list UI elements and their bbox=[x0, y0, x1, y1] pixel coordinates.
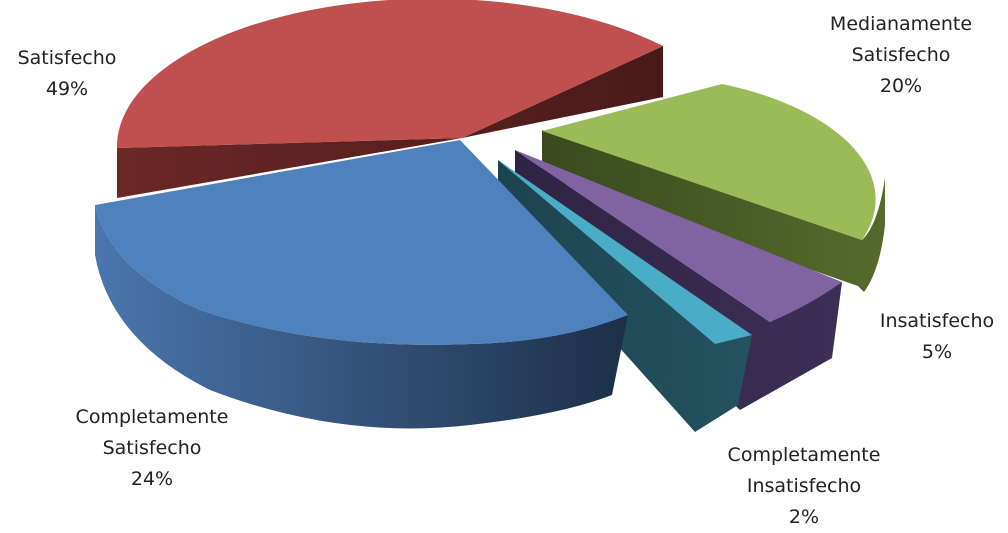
slice-satisfecho bbox=[116, 0, 663, 148]
label-completamente-satisfecho-line2: Satisfecho bbox=[102, 437, 202, 459]
slice-medianamente bbox=[542, 84, 876, 240]
label-medianamente-line1: Medianamente bbox=[829, 13, 973, 35]
label-medianamente-line2: Satisfecho bbox=[851, 44, 951, 66]
slice-completamente-insatisfecho-side bbox=[498, 160, 752, 432]
slice-insatisfecho-side bbox=[515, 150, 842, 410]
label-insatisfecho-pct: 5% bbox=[921, 341, 953, 363]
label-completamente-insatisfecho-line2: Insatisfecho bbox=[746, 475, 862, 497]
label-completamente-satisfecho-line1: Completamente bbox=[75, 406, 229, 428]
label-completamente-insatisfecho: Completamente Insatisfecho 2% bbox=[718, 440, 890, 533]
label-medianamente-satisfecho: Medianamente Satisfecho 20% bbox=[826, 9, 976, 102]
label-satisfecho-line1: Satisfecho bbox=[17, 47, 117, 69]
label-insatisfecho: Insatisfecho 5% bbox=[872, 306, 1002, 368]
slice-insatisfecho bbox=[515, 150, 842, 322]
slice-satisfecho-side bbox=[117, 46, 663, 198]
slice-medianamente-side bbox=[542, 130, 885, 292]
label-satisfecho: Satisfecho 49% bbox=[6, 43, 128, 105]
slice-completamente-satisfecho-side bbox=[95, 205, 628, 429]
label-medianamente-pct: 20% bbox=[879, 75, 923, 97]
slice-completamente-insatisfecho bbox=[498, 160, 752, 344]
slice-completamente-satisfecho bbox=[95, 140, 628, 345]
label-completamente-satisfecho-pct: 24% bbox=[130, 468, 174, 490]
label-completamente-satisfecho: Completamente Satisfecho 24% bbox=[62, 402, 242, 495]
label-completamente-insatisfecho-line1: Completamente bbox=[727, 444, 881, 466]
label-satisfecho-pct: 49% bbox=[45, 78, 89, 100]
label-completamente-insatisfecho-pct: 2% bbox=[788, 506, 820, 528]
label-insatisfecho-line1: Insatisfecho bbox=[879, 310, 995, 332]
